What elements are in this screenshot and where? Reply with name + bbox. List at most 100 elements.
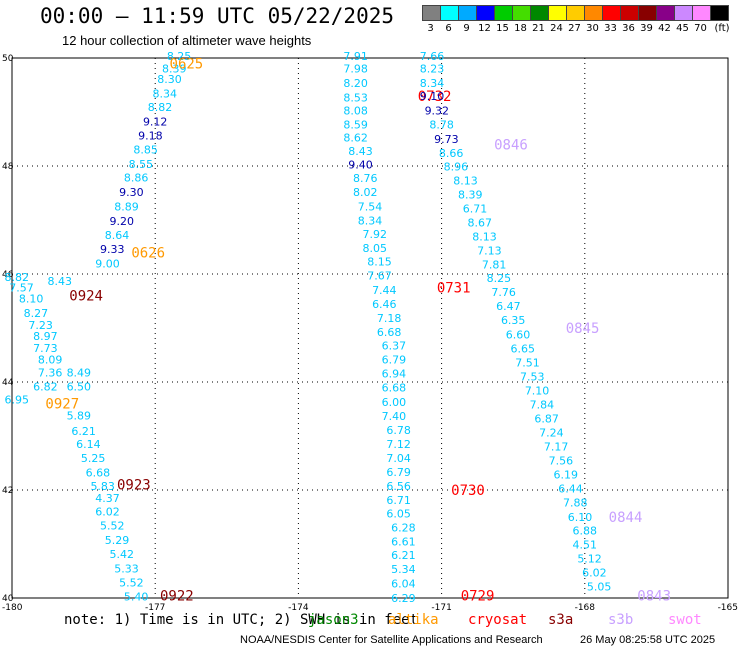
swh-value: 7.56 — [549, 455, 574, 468]
swh-value: 7.91 — [343, 50, 368, 63]
swh-value: 6.71 — [386, 494, 411, 507]
swh-value: 6.35 — [501, 314, 526, 327]
swh-value: 8.55 — [129, 158, 154, 171]
swh-value: 7.12 — [386, 438, 411, 451]
swh-value: 6.68 — [377, 326, 402, 339]
track-c: 7.917.988.20 8.538.088.598.628.439.408.76… — [343, 50, 494, 605]
lat-tick-1: 48 — [2, 162, 14, 172]
swh-value: 6.04 — [391, 578, 416, 591]
legend-label-8: 27 — [568, 23, 581, 34]
swh-value: 9.10 — [420, 90, 445, 103]
satellite-swot: swot — [668, 612, 702, 628]
swh-value: 6.95 — [5, 394, 30, 407]
swh-value: 7.53 — [520, 370, 545, 383]
swh-value: 8.97 — [33, 330, 58, 343]
swh-value: 8.82 — [148, 101, 173, 114]
swh-value: 7.17 — [544, 441, 569, 454]
swh-value: 8.05 — [363, 242, 388, 255]
swh-value: 6.02 — [95, 505, 120, 518]
swh-value: 8.34 — [420, 77, 445, 90]
swh-value: 7.88 — [563, 497, 588, 510]
legend-label-13: 42 — [658, 23, 671, 34]
swh-value: 8.27 — [24, 307, 49, 320]
swh-value: 8.78 — [429, 119, 454, 132]
swh-value: 6.56 — [386, 480, 411, 493]
legend-label-9: 30 — [586, 23, 599, 34]
swh-value: 6.46 — [372, 298, 397, 311]
swh-value: 5.29 — [105, 534, 130, 547]
swh-value: 5.05 — [587, 580, 612, 593]
swh-value: 6.60 — [506, 328, 531, 341]
swh-value: 8.53 — [343, 92, 368, 105]
swh-value: 6.79 — [386, 466, 411, 479]
swh-value: 8.39 — [162, 63, 187, 76]
swh-value: 9.40 — [348, 159, 373, 172]
swh-value: 6.14 — [76, 438, 101, 451]
swh-value: 8.67 — [468, 216, 493, 229]
swh-value: 7.81 — [482, 259, 507, 272]
swh-value: 7.76 — [491, 286, 516, 299]
swh-value: 5.12 — [577, 552, 602, 565]
legend-swatch-16 — [710, 5, 729, 21]
swh-value: 5.42 — [110, 548, 135, 561]
legend-label-2: 9 — [463, 23, 470, 34]
swh-value: 8.82 — [5, 271, 30, 284]
swh-value: 8.64 — [105, 229, 130, 242]
swh-value: 5.40 — [124, 591, 149, 604]
swh-value: 6.02 — [582, 566, 607, 579]
swh-value: 8.59 — [343, 119, 368, 132]
swh-value: 6.44 — [558, 483, 583, 496]
swh-value: 9.30 — [119, 186, 144, 199]
lon-tick-4: -168 — [575, 603, 596, 613]
swh-value: 9.33 — [100, 243, 125, 256]
swh-value: 8.62 — [343, 132, 368, 145]
swh-value: 8.39 — [458, 188, 483, 201]
legend-label-0: 3 — [427, 23, 434, 34]
footer-note: note: 1) Time is in UTC; 2) SWH is in fe… — [64, 612, 419, 628]
legend-label-1: 6 — [445, 23, 452, 34]
legend-label-14: 45 — [676, 23, 689, 34]
time-label: 0729 — [461, 588, 495, 604]
swh-value: 7.04 — [386, 452, 411, 465]
swh-value: 8.02 — [353, 186, 378, 199]
time-label: 0845 — [566, 321, 600, 337]
swh-value: 6.29 — [391, 592, 416, 605]
swh-value: 8.25 — [487, 272, 512, 285]
swh-value: 6.71 — [463, 202, 488, 215]
legend-label-3: 12 — [478, 23, 491, 34]
time-label: 0730 — [451, 483, 485, 499]
swh-value: 8.34 — [358, 214, 383, 227]
lon-tick-0: -180 — [2, 603, 23, 613]
swh-value: 7.18 — [377, 312, 402, 325]
lat-tick-2: 46 — [2, 270, 14, 280]
swh-value: 8.13 — [453, 174, 478, 187]
swh-value: 6.00 — [382, 396, 407, 409]
swh-value: 6.65 — [510, 342, 535, 355]
time-label: 0732 — [418, 89, 452, 105]
swh-value: 6.37 — [382, 340, 407, 353]
swh-value: 4.51 — [573, 538, 598, 551]
swh-value: 9.73 — [434, 133, 459, 146]
swh-value: 5.89 — [67, 409, 92, 422]
swh-value: 5.33 — [114, 563, 139, 576]
swh-value: 8.76 — [353, 172, 378, 185]
swh-value: 9.18 — [138, 130, 163, 143]
swh-value: 6.87 — [534, 413, 559, 426]
satellite-jason3: jason3 — [308, 612, 359, 628]
swh-value: 7.92 — [363, 228, 388, 241]
swh-value: 6.82 — [33, 381, 58, 394]
credit-line: NOAA/NESDIS Center for Satellite Applica… — [240, 634, 543, 646]
swh-value: 8.86 — [124, 172, 149, 185]
swh-value: 9.12 — [143, 116, 168, 129]
time-label: 0927 — [45, 397, 79, 413]
swh-value: 6.68 — [382, 382, 407, 395]
swh-value: 6.21 — [391, 549, 416, 562]
legend-label-11: 36 — [622, 23, 635, 34]
track-b: 8.82 8.43 7.578.108.277.238.977.738.097.36… — [5, 271, 194, 604]
satellite-s3b: s3b — [608, 612, 634, 628]
map-frame — [11, 57, 729, 599]
swh-value: 5.25 — [81, 452, 106, 465]
swh-value: 8.43 — [47, 275, 72, 288]
swh-value: 9.32 — [425, 105, 450, 118]
